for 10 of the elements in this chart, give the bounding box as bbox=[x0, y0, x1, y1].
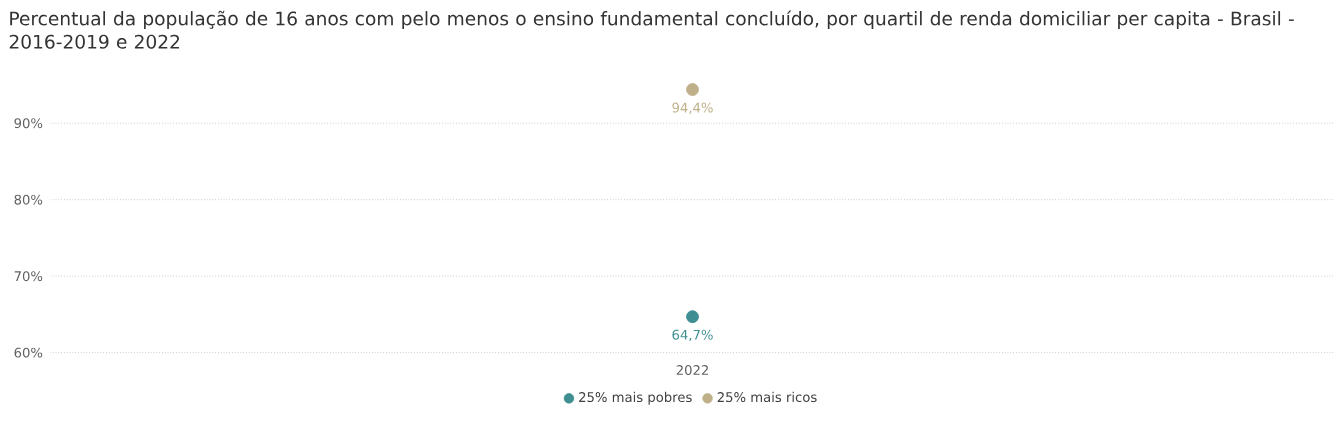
legend-label: 25% mais pobres bbox=[579, 391, 692, 405]
legend-label: 25% mais ricos bbox=[717, 391, 817, 403]
y-tick-label: 80% bbox=[14, 194, 43, 205]
x-tick-label: 2022 bbox=[676, 365, 708, 376]
data-label: 94,4% bbox=[672, 102, 713, 114]
y-tick-label: 70% bbox=[14, 271, 43, 282]
y-tick-label: 90% bbox=[14, 118, 43, 129]
data-label: 64,7% bbox=[672, 329, 713, 342]
y-tick-label: 60% bbox=[14, 347, 43, 358]
chart-title: Percentual da população de 16 anos com pelo menos o ensino fundamental concluído, por quartil de renda domiciliar per capita - Brasil - 2016-2019 e 2022 bbox=[9, 10, 1294, 49]
